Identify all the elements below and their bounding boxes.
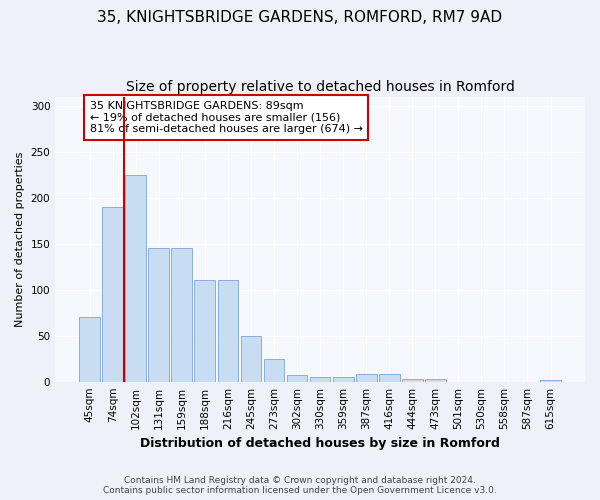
Bar: [310, 377, 331, 382]
Bar: [402, 379, 422, 382]
Bar: [148, 248, 169, 382]
Bar: [263, 358, 284, 382]
Bar: [425, 379, 446, 382]
Bar: [102, 207, 123, 382]
Bar: [333, 377, 353, 382]
Bar: [356, 374, 377, 382]
Title: Size of property relative to detached houses in Romford: Size of property relative to detached ho…: [125, 80, 515, 94]
Bar: [379, 374, 400, 382]
Bar: [540, 380, 561, 382]
Bar: [218, 280, 238, 382]
Y-axis label: Number of detached properties: Number of detached properties: [15, 152, 25, 327]
Bar: [79, 318, 100, 382]
Text: 35, KNIGHTSBRIDGE GARDENS, ROMFORD, RM7 9AD: 35, KNIGHTSBRIDGE GARDENS, ROMFORD, RM7 …: [97, 10, 503, 25]
X-axis label: Distribution of detached houses by size in Romford: Distribution of detached houses by size …: [140, 437, 500, 450]
Bar: [194, 280, 215, 382]
Bar: [172, 248, 192, 382]
Bar: [287, 375, 307, 382]
Text: 35 KNIGHTSBRIDGE GARDENS: 89sqm
← 19% of detached houses are smaller (156)
81% o: 35 KNIGHTSBRIDGE GARDENS: 89sqm ← 19% of…: [89, 101, 362, 134]
Bar: [241, 336, 262, 382]
Text: Contains HM Land Registry data © Crown copyright and database right 2024.
Contai: Contains HM Land Registry data © Crown c…: [103, 476, 497, 495]
Bar: [125, 174, 146, 382]
